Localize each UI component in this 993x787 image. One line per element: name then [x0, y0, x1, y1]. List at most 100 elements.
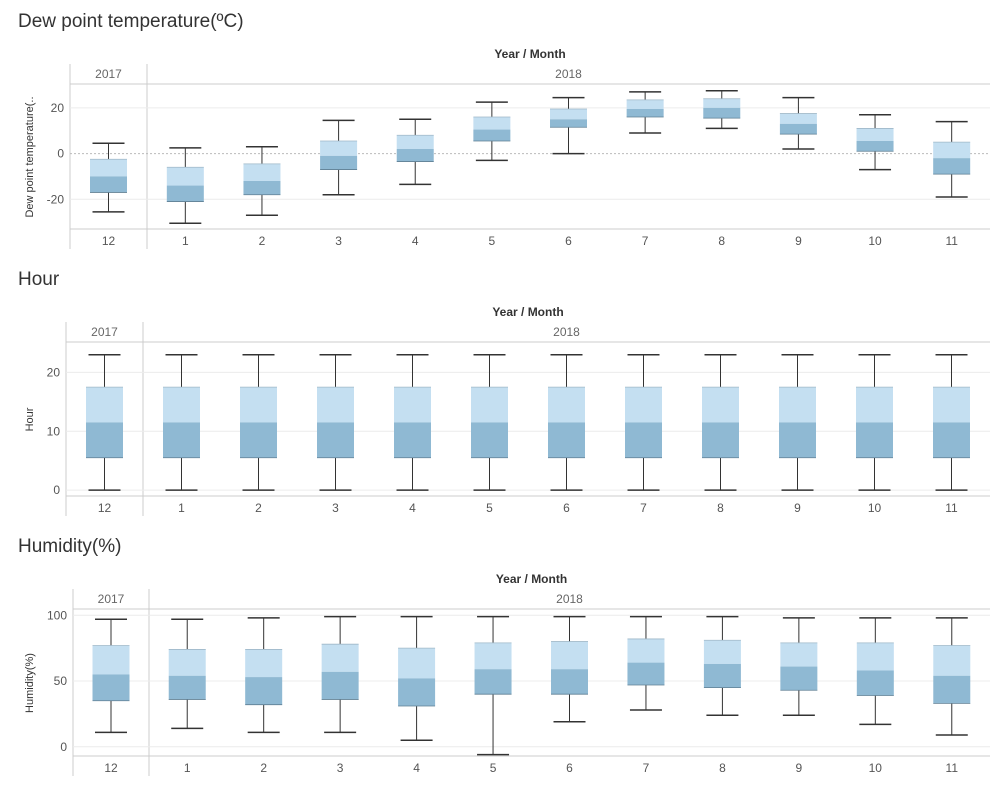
box-11 [933, 120, 971, 198]
chart-title: Dew point temperature(ºC) [18, 11, 244, 32]
x-tick-label: 3 [335, 234, 342, 248]
box-upper-half [163, 387, 200, 423]
y-tick-label: 0 [53, 483, 60, 497]
year-label: 2018 [553, 325, 580, 339]
y-axis-label: Humidity(%) [24, 653, 36, 713]
box-3 [317, 354, 354, 491]
box-5 [474, 615, 512, 756]
box-4 [396, 118, 434, 186]
x-tick-label: 8 [719, 761, 726, 775]
y-tick-label: 10 [47, 424, 61, 438]
box-upper-half [933, 387, 970, 423]
box-lower-half [933, 675, 971, 704]
box-lower-half [856, 141, 894, 152]
year-label: 2017 [98, 592, 125, 606]
x-tick-label: 5 [490, 761, 497, 775]
box-lower-half [627, 662, 665, 685]
box-1 [163, 354, 200, 491]
box-upper-half [625, 387, 662, 423]
box-5 [471, 354, 508, 491]
box-lower-half [243, 181, 281, 195]
box-12 [90, 142, 127, 213]
box-upper-half [168, 649, 206, 676]
x-tick-label: 10 [868, 234, 882, 248]
box-lower-half [856, 670, 894, 696]
box-lower-half [856, 422, 893, 458]
box-lower-half [317, 422, 354, 458]
x-tick-label: 1 [184, 761, 191, 775]
box-upper-half [473, 117, 511, 130]
box-12 [92, 618, 130, 734]
box-upper-half [86, 387, 123, 423]
box-lower-half [163, 422, 200, 458]
x-tick-label: 11 [946, 761, 959, 775]
box-upper-half [548, 387, 585, 423]
box-lower-half [626, 109, 664, 117]
box-8 [703, 615, 741, 716]
box-upper-half [551, 641, 588, 670]
box-8 [703, 89, 741, 130]
box-5 [473, 101, 511, 162]
axis-header: Year / Month [494, 47, 565, 61]
box-upper-half [933, 142, 971, 159]
x-tick-label: 6 [566, 761, 573, 775]
year-label: 2018 [556, 592, 583, 606]
box-upper-half [166, 167, 204, 186]
box-4 [398, 615, 436, 741]
box-7 [626, 91, 664, 134]
box-9 [779, 96, 817, 150]
box-lower-half [779, 422, 816, 458]
x-tick-label: 9 [795, 234, 802, 248]
box-upper-half [240, 387, 277, 423]
box-8 [702, 354, 739, 491]
box-upper-half [394, 387, 431, 423]
box-7 [625, 354, 662, 491]
x-tick-label: 4 [409, 501, 416, 515]
box-upper-half [243, 163, 281, 181]
x-tick-label: 7 [640, 501, 647, 515]
chart-title: Hour [18, 269, 60, 290]
y-tick-label: 20 [51, 101, 65, 115]
box-lower-half [245, 677, 283, 705]
box-1 [168, 618, 206, 730]
y-axis-label: Hour [24, 407, 36, 431]
chart-panel-3: Humidity(%) Year / Month 2017 2018 0 50 100 Hum… [18, 536, 990, 776]
box-lower-half [779, 123, 817, 135]
y-tick-label: 0 [60, 740, 67, 754]
box-7 [627, 615, 665, 711]
x-tick-label: 9 [796, 761, 803, 775]
x-tick-label: 11 [945, 234, 958, 248]
box-upper-half [703, 98, 741, 108]
box-lower-half [933, 422, 970, 458]
box-1 [166, 147, 204, 225]
box-lower-half [551, 669, 588, 695]
x-tick-label: 3 [337, 761, 344, 775]
box-lower-half [473, 129, 511, 141]
box-6 [550, 96, 587, 155]
y-tick-label: 50 [54, 674, 68, 688]
box-upper-half [626, 99, 664, 109]
x-tick-label: 10 [868, 501, 882, 515]
box-lower-half [703, 663, 741, 688]
box-upper-half [92, 645, 130, 675]
box-lower-half [396, 149, 434, 162]
box-4 [394, 354, 431, 491]
x-tick-label: 1 [178, 501, 185, 515]
y-tick-label: 0 [57, 147, 64, 161]
box-upper-half [703, 640, 741, 664]
x-tick-label: 12 [98, 501, 112, 515]
box-lower-half [550, 119, 587, 128]
box-10 [856, 617, 894, 726]
box-9 [779, 354, 816, 491]
y-tick-label: 100 [47, 608, 67, 622]
box-9 [780, 617, 818, 716]
box-2 [243, 145, 281, 217]
box-3 [321, 615, 359, 734]
box-11 [933, 354, 970, 491]
box-upper-half [702, 387, 739, 423]
box-2 [245, 617, 283, 734]
box-lower-half [780, 666, 818, 691]
box-upper-half [321, 644, 359, 672]
